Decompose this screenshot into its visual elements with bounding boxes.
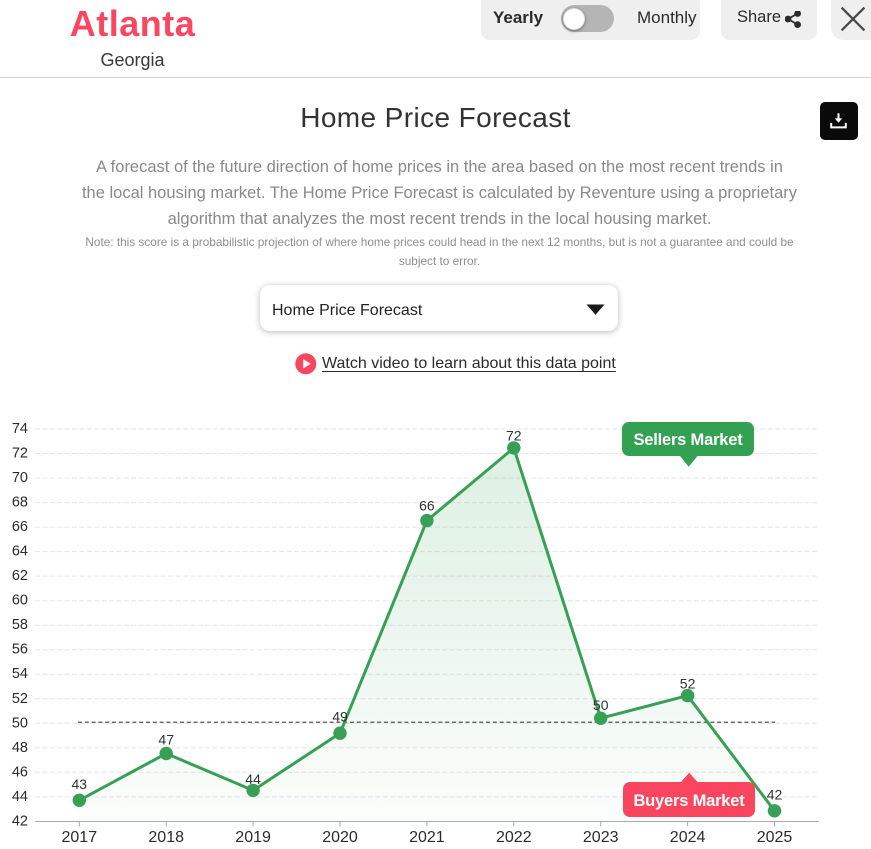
svg-text:72: 72 [506, 427, 522, 443]
svg-text:66: 66 [419, 497, 435, 513]
svg-text:74: 74 [12, 421, 28, 437]
svg-text:2017: 2017 [62, 829, 98, 846]
svg-text:58: 58 [12, 617, 28, 633]
svg-text:52: 52 [680, 676, 696, 692]
svg-text:48: 48 [12, 740, 28, 756]
svg-text:2022: 2022 [496, 829, 532, 846]
svg-text:Sellers Market: Sellers Market [633, 431, 743, 449]
svg-text:72: 72 [12, 446, 28, 462]
svg-text:42: 42 [767, 786, 783, 802]
svg-text:49: 49 [332, 708, 348, 724]
svg-text:46: 46 [12, 764, 28, 780]
svg-text:2025: 2025 [757, 829, 793, 846]
svg-text:2024: 2024 [670, 829, 706, 846]
svg-text:2023: 2023 [583, 829, 619, 846]
svg-text:60: 60 [12, 593, 28, 609]
svg-text:42: 42 [12, 814, 28, 830]
svg-text:52: 52 [12, 691, 28, 707]
svg-text:2020: 2020 [322, 829, 358, 846]
svg-text:50: 50 [12, 715, 28, 731]
svg-text:43: 43 [72, 776, 88, 792]
svg-text:2018: 2018 [148, 829, 184, 846]
svg-text:54: 54 [12, 666, 28, 682]
svg-text:Buyers Market: Buyers Market [633, 792, 745, 810]
svg-text:2021: 2021 [409, 829, 445, 846]
svg-text:70: 70 [12, 470, 28, 486]
svg-text:64: 64 [12, 544, 28, 560]
svg-text:44: 44 [245, 771, 261, 787]
svg-text:47: 47 [158, 732, 174, 748]
svg-text:62: 62 [12, 568, 28, 584]
svg-text:50: 50 [593, 697, 609, 713]
svg-text:68: 68 [12, 495, 28, 511]
svg-text:44: 44 [12, 789, 28, 805]
svg-text:66: 66 [12, 519, 28, 535]
svg-text:2019: 2019 [235, 829, 271, 846]
svg-text:56: 56 [12, 642, 28, 658]
